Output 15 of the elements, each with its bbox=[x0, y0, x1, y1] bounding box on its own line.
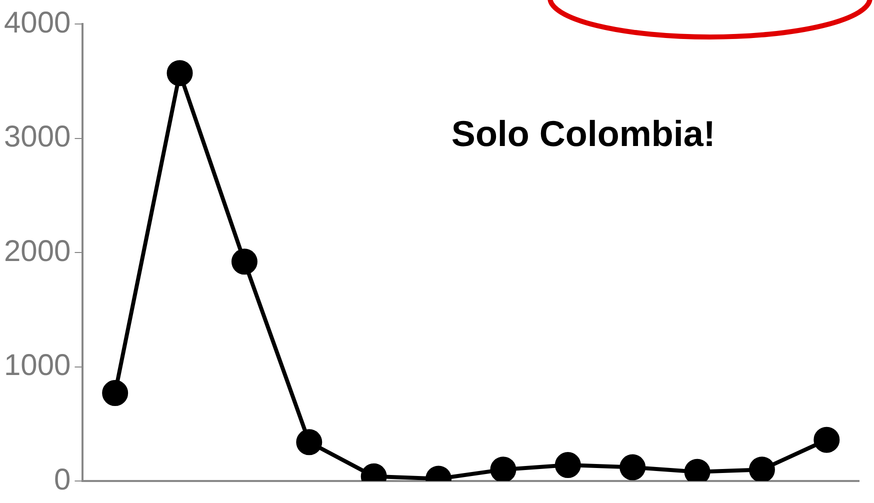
point bbox=[814, 426, 840, 453]
y-tick-label: 2000 bbox=[4, 234, 71, 268]
y-tick-label: 0 bbox=[54, 463, 71, 496]
y-tick-label: 4000 bbox=[4, 6, 71, 40]
point bbox=[554, 452, 581, 478]
y-tick-label: 1000 bbox=[4, 349, 71, 382]
annotation: Solo Colombia! bbox=[451, 112, 716, 154]
point bbox=[231, 248, 258, 275]
point bbox=[620, 454, 646, 480]
y-tick-label: 3000 bbox=[4, 120, 71, 154]
point bbox=[166, 60, 193, 86]
point bbox=[102, 380, 128, 406]
point bbox=[748, 456, 775, 481]
point bbox=[296, 429, 322, 456]
point bbox=[490, 456, 516, 481]
